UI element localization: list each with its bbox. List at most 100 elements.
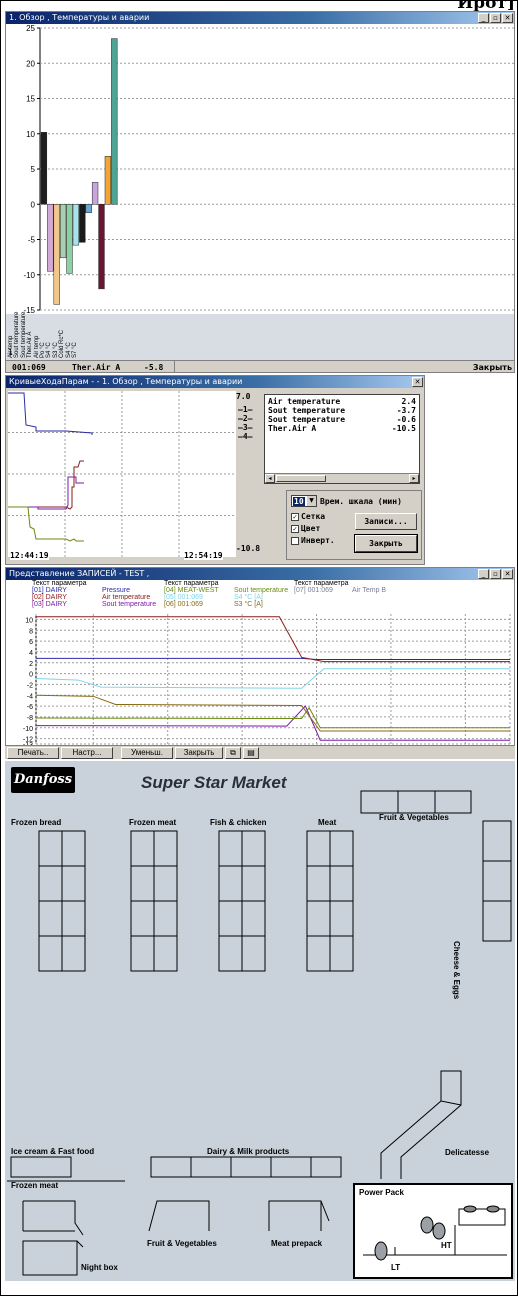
records-series-line <box>36 616 510 663</box>
records-legend-id: [01] DAIRY <box>32 587 67 594</box>
bar <box>79 204 86 243</box>
status-bar: 001:069 Ther.Air A -5.8 Закрыть <box>6 360 514 372</box>
y-tick-label: -15 <box>23 306 35 314</box>
trend-legend-value: -3.7 <box>396 406 416 415</box>
frozen-meat-box <box>23 1200 84 1236</box>
shrink-button[interactable]: Уменьш. <box>121 747 173 759</box>
label-meat-prepack: Meat prepack <box>271 1239 323 1248</box>
trend-close-icon[interactable]: ✕ <box>412 377 423 387</box>
trend-title: КривыеХодаПарам - - 1. Обзор , Температу… <box>9 377 243 386</box>
bar <box>85 204 92 213</box>
trend-key: —4— <box>238 432 253 441</box>
checkbox-checked-icon[interactable]: ✓ <box>291 524 299 533</box>
night-box <box>22 1240 78 1276</box>
records-y-tick-label: 4 <box>29 650 33 657</box>
overview-window: 1. Обзор , Температуры и аварии _ ▫ ✕ 25… <box>5 11 515 373</box>
trend-close-button[interactable]: Закрыть <box>354 534 418 553</box>
y-tick-label: -10 <box>23 271 35 280</box>
records-series-line <box>35 694 510 732</box>
trend-legend-row[interactable]: Sout temperature -3.7 <box>268 406 416 415</box>
meat-prepack-edge <box>320 1200 330 1222</box>
records-legend-id: [02] DAIRY <box>32 594 67 601</box>
condenser-body <box>458 1208 506 1226</box>
trend-window: КривыеХодаПарам - - 1. Обзор , Температу… <box>5 375 425 565</box>
records-maximize-button[interactable]: ▫ <box>490 569 501 579</box>
records-series-line <box>36 657 510 660</box>
color-checkbox[interactable]: ✓ Цвет <box>291 524 320 533</box>
bar-label: S3 °C <box>52 342 59 358</box>
records-series-line <box>35 705 510 741</box>
scroll-thumb[interactable] <box>276 475 326 482</box>
bar-label: Sout temperature <box>14 311 21 358</box>
delicatesse-edge <box>440 1100 462 1106</box>
label-frozen-meat: Frozen meat <box>129 818 177 827</box>
maximize-button[interactable]: ▫ <box>490 13 501 23</box>
records-close-button[interactable]: Закрыть <box>175 747 223 759</box>
checkbox-unchecked-icon[interactable] <box>291 536 299 545</box>
y-tick-label: 0 <box>31 200 36 209</box>
records-y-tick-label: -4 <box>27 693 33 700</box>
trend-legend-row[interactable]: Sout temperature -0.6 <box>268 415 416 424</box>
records-button[interactable]: Записи... <box>355 513 417 530</box>
records-y-tick-label: -12 <box>23 737 33 744</box>
bar <box>40 132 48 205</box>
records-legend-name: S3 °C [A] <box>234 601 263 608</box>
trend-legend-list[interactable]: Air temperature 2.4 Sout temperature -3.7 So… <box>264 394 420 484</box>
checkbox-checked-icon[interactable]: ✓ <box>291 512 299 521</box>
trend-legend-row[interactable]: Ther.Air A -10.5 <box>268 424 416 433</box>
close-icon[interactable]: ✕ <box>502 13 513 23</box>
settings-button[interactable]: Настр... <box>61 747 113 759</box>
label-frozen-meat-2: Frozen meat <box>11 1181 59 1190</box>
legend-header-2: Текст параметра <box>164 580 219 587</box>
records-legend-name: Air Temp B <box>352 587 387 594</box>
overview-title-bar[interactable]: 1. Обзор , Температуры и аварии _ ▫ ✕ <box>6 12 514 24</box>
status-value: -5.8 <box>144 363 164 372</box>
power-pack-drawing <box>363 1205 507 1261</box>
records-chart: 1086420-2-4-6-8-10-12-132003.09.2910:13:… <box>23 614 511 758</box>
page-icon[interactable]: ▤ <box>243 747 259 759</box>
bar-label: Cold Rc*C <box>59 329 66 358</box>
x-tick-label: 1 <box>8 348 14 357</box>
overview-close-button[interactable]: Закрыть <box>472 363 512 372</box>
records-legend-id: [04] MEAT-WEST <box>164 587 219 594</box>
trend-bottom-value: -10.8 <box>236 544 261 553</box>
bar-label: S7 °C <box>72 342 78 358</box>
invert-checkbox-label: Инверт. <box>301 536 335 545</box>
minimize-button[interactable]: _ <box>478 13 489 23</box>
time-scale-label: Врем. шкала (мин) <box>320 497 402 506</box>
label-frozen-bread: Frozen bread <box>11 818 62 827</box>
invert-checkbox[interactable]: Инверт. <box>291 536 335 545</box>
grid-checkbox[interactable]: ✓ Сетка <box>291 512 325 521</box>
trend-legend-scrollbar[interactable]: ◂ ▸ <box>265 473 419 483</box>
trend-key: —3— <box>238 423 253 432</box>
condenser-fan-2 <box>486 1205 500 1213</box>
dairy-case <box>150 1156 342 1178</box>
time-scale-select[interactable]: 10 ▼ <box>291 495 317 507</box>
trend-legend-row[interactable]: Air temperature 2.4 <box>268 397 416 406</box>
records-title-bar[interactable]: Представление ЗАПИСЕЙ - TEST , _ ▫ ✕ <box>6 568 514 580</box>
trend-legend-name: Sout temperature <box>268 406 346 415</box>
scroll-right-icon[interactable]: ▸ <box>409 474 419 483</box>
trend-title-bar[interactable]: КривыеХодаПарам - - 1. Обзор , Температу… <box>6 376 424 388</box>
copy-icon[interactable]: ⧉ <box>225 747 241 759</box>
danfoss-logo: Danfoss <box>11 767 75 793</box>
scroll-left-icon[interactable]: ◂ <box>265 474 275 483</box>
records-y-tick-label: -10 <box>23 726 33 733</box>
lt-label: LT <box>391 1263 401 1272</box>
chevron-down-icon[interactable]: ▼ <box>307 496 316 506</box>
label-dairy: Dairy & Milk products <box>207 1147 290 1156</box>
records-y-tick-label: 8 <box>29 628 33 635</box>
fruit-top-case <box>360 790 472 814</box>
trend-legend-name: Air temperature <box>268 397 341 406</box>
time-scale-value: 10 <box>293 497 305 506</box>
print-button[interactable]: Печать.. <box>7 747 59 759</box>
power-pack-panel[interactable]: Power Pack HT LT <box>353 1183 513 1279</box>
page-top-word: Ирот] <box>457 0 515 13</box>
label-meat: Meat <box>318 818 337 827</box>
records-legend-name: Air temperature <box>102 594 151 601</box>
records-close-icon[interactable]: ✕ <box>502 569 513 579</box>
records-minimize-button[interactable]: _ <box>478 569 489 579</box>
color-checkbox-label: Цвет <box>301 524 321 533</box>
cheese-eggs-case <box>482 820 512 942</box>
